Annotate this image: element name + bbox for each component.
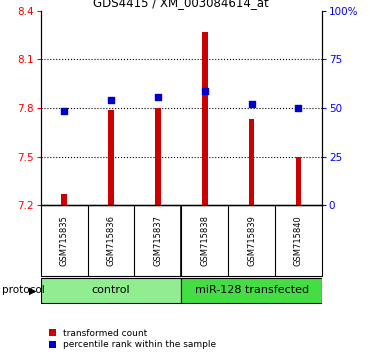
FancyBboxPatch shape [181,278,322,303]
Point [108,97,114,103]
Text: control: control [92,285,130,295]
Text: GSM715840: GSM715840 [294,215,303,266]
Bar [61,194,67,205]
Point [249,101,255,107]
Text: GSM715835: GSM715835 [60,215,68,266]
Text: GSM715839: GSM715839 [247,215,256,266]
Text: GSM715838: GSM715838 [200,215,209,266]
Point [202,88,208,94]
Bar [108,110,114,205]
Text: ▶: ▶ [28,285,36,295]
Point [155,95,161,100]
Legend: transformed count, percentile rank within the sample: transformed count, percentile rank withi… [49,329,216,349]
FancyBboxPatch shape [41,278,181,303]
Title: GDS4415 / XM_003084614_at: GDS4415 / XM_003084614_at [94,0,269,10]
Bar [296,156,301,205]
Text: GSM715837: GSM715837 [154,215,162,266]
Text: GSM715836: GSM715836 [107,215,115,266]
Point [61,108,67,114]
Point [296,105,302,111]
Text: protocol: protocol [2,285,45,295]
Bar [155,108,161,205]
Text: miR-128 transfected: miR-128 transfected [195,285,309,295]
Bar [249,119,255,205]
Bar [202,32,208,205]
